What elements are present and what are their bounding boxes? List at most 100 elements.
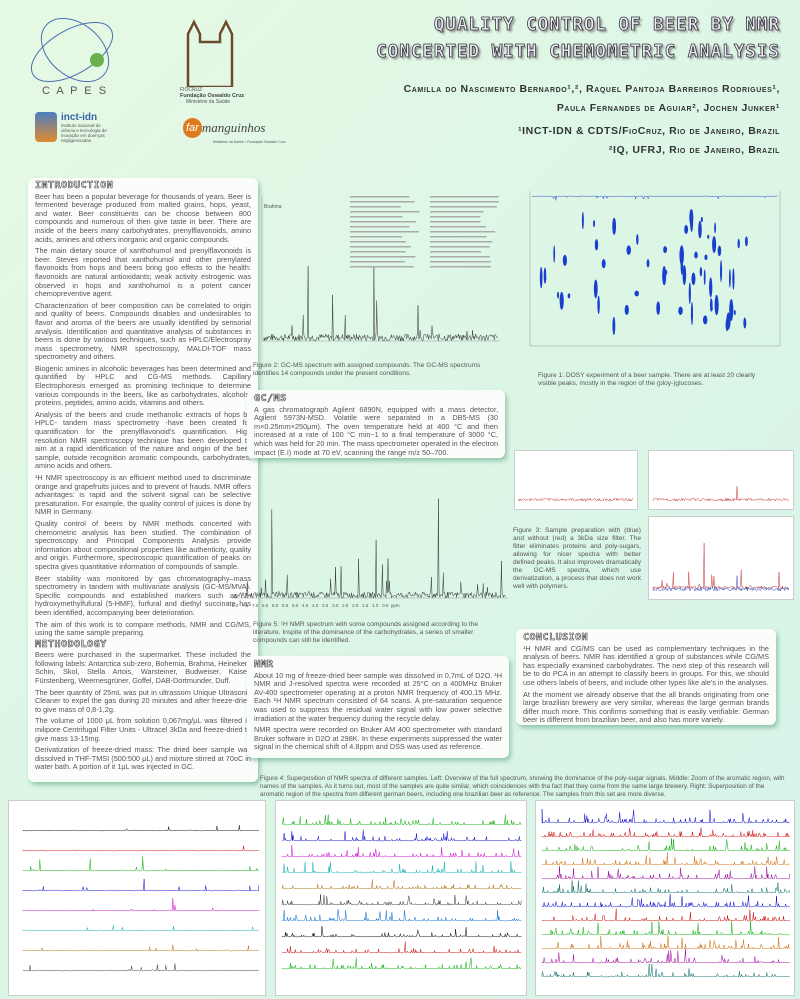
dosy-peak — [743, 317, 747, 329]
capes-logo: C A P E S — [20, 10, 130, 100]
sample-spectrum — [541, 894, 790, 908]
dosy-peak — [717, 245, 722, 257]
compound-label — [350, 251, 406, 253]
dosy-peak — [624, 304, 629, 315]
figure-4-caption: Figure 4: Superposition of NMR spectra o… — [260, 775, 785, 798]
dosy-peak — [656, 301, 661, 315]
sample-spectrum — [281, 957, 522, 970]
figure-4-right-panel — [535, 800, 795, 996]
paragraph: The beer quantity of 25mL was put in ult… — [35, 687, 251, 714]
dosy-peak — [707, 234, 710, 239]
conclusion-box: CONCLUSION ¹H NMR and CG/MS can be used … — [516, 629, 776, 725]
dosy-peak — [636, 233, 639, 245]
nofilter-trace — [652, 543, 790, 590]
dosy-peak — [597, 295, 600, 315]
compound-label — [350, 206, 401, 208]
paragraph: Beers were purchased in the supermarket.… — [35, 650, 251, 686]
paragraph: Biogenic amines in alcoholic beverages h… — [35, 363, 251, 408]
dosy-peak — [543, 267, 547, 284]
dosy-peak — [594, 239, 599, 251]
sample-spectrum — [281, 894, 522, 906]
dosy-peak — [728, 268, 731, 288]
nmr-box: NMR About 10 mg of freeze-dried beer sam… — [247, 656, 509, 758]
fiocruz-logo: FIOCRUZ Fundação Oswaldo Cruz Ministério… — [180, 12, 260, 105]
paragraph: ¹H NMR and CG/MS can be used as compleme… — [523, 643, 769, 687]
figure-2-caption: Figure 2: GC-MS spectrum with assigned c… — [253, 362, 481, 377]
paragraph: The aim of this work is to compare metho… — [35, 619, 251, 638]
sample-spectrum — [22, 897, 260, 912]
dosy-peak — [733, 310, 736, 316]
paragraph: Quality control of beers by NMR methods … — [35, 518, 251, 571]
compound-label — [350, 236, 402, 238]
sample-spectrum — [541, 838, 790, 852]
sample-spectrum — [541, 920, 790, 936]
dosy-peak — [694, 251, 698, 259]
figure-1-caption: Figure 1: DOSY experiment of a beer samp… — [538, 372, 756, 387]
compound-label — [350, 201, 415, 203]
dosy-peak — [663, 246, 668, 254]
gcms-box: GC/MS A gas chromatograph Agilent 6890N,… — [247, 390, 505, 458]
dosy-peak — [567, 293, 571, 299]
gcms-heading: GC/MS — [254, 393, 287, 404]
nmr-heading: NMR — [254, 659, 274, 670]
dosy-peak — [601, 258, 606, 269]
sample-spectrum — [22, 878, 260, 892]
inct-idn-logo: inct-idn instituto nacional de ciência e… — [35, 112, 135, 143]
figure-3-spectrum-c — [648, 516, 794, 600]
dosy-peak — [688, 282, 691, 305]
sample-spectrum — [281, 879, 522, 890]
sample-spectrum — [281, 925, 522, 938]
sample-spectrum — [22, 963, 259, 972]
dosy-peak — [682, 264, 687, 286]
dosy-peak — [690, 301, 694, 326]
dosy-peak — [691, 272, 696, 286]
compound-label — [430, 251, 481, 253]
figure-5-nmr-spectrum: 8.0 7.5 7.0 6.5 6.0 5.5 5.0 4.5 4.0 3.5 … — [230, 478, 510, 613]
dosy-peak — [702, 315, 708, 325]
compound-label — [350, 221, 416, 223]
compound-label — [430, 196, 499, 198]
sample-spectrum — [541, 827, 790, 838]
dosy-peak — [539, 266, 543, 289]
dosy-peak — [562, 254, 567, 266]
sample-spectrum — [22, 845, 259, 852]
compound-label — [350, 211, 420, 213]
sample-spectrum — [541, 963, 790, 978]
sample-spectrum — [541, 880, 791, 894]
poster-title: QUALITY CONTROL OF BEER BY NMR CONCERTED … — [376, 15, 780, 63]
sample-spectrum — [22, 856, 260, 872]
sample-spectrum — [281, 829, 522, 842]
dosy-peak — [612, 316, 616, 335]
dosy-peak — [699, 266, 703, 277]
dosy-peak — [700, 217, 703, 223]
authors: Camilla do Nascimento Bernardo¹,², Raque… — [403, 83, 780, 114]
sample-spectrum — [22, 825, 260, 832]
compound-label — [430, 261, 491, 263]
dosy-peak — [684, 224, 689, 234]
figure-3-spectrum-b — [648, 450, 794, 510]
sample-spectrum — [541, 809, 790, 824]
paragraph: At the moment we already observe that th… — [523, 689, 769, 725]
dosy-peak — [664, 269, 668, 275]
methodology-heading: METHODOLOGY — [35, 638, 107, 650]
compound-label — [430, 256, 490, 258]
paragraph: Beer has been a popular beverage for tho… — [35, 191, 251, 244]
figure-1-dosy — [510, 186, 795, 356]
gcms-trace — [263, 266, 498, 342]
dosy-peak — [593, 279, 598, 299]
dosy-peak — [709, 277, 713, 298]
dosy-peak — [634, 290, 639, 297]
sample-spectrum — [281, 814, 522, 826]
dosy-peak — [553, 245, 556, 263]
introduction-heading: INTRODUCTION — [35, 180, 114, 191]
dosy-peak — [689, 209, 694, 226]
conclusion-heading: CONCLUSION — [523, 632, 589, 643]
dosy-projection — [531, 195, 778, 201]
fiocruz-castle-icon — [186, 19, 234, 87]
figure-5-caption: Figure 5: ¹H NMR spectrum with some comp… — [253, 621, 479, 644]
compound-label — [430, 221, 481, 223]
paragraph: Characterization of beer composition can… — [35, 300, 251, 362]
sample-spectrum — [281, 861, 522, 874]
dosy-peak — [557, 291, 560, 299]
filter-trace — [518, 497, 633, 502]
